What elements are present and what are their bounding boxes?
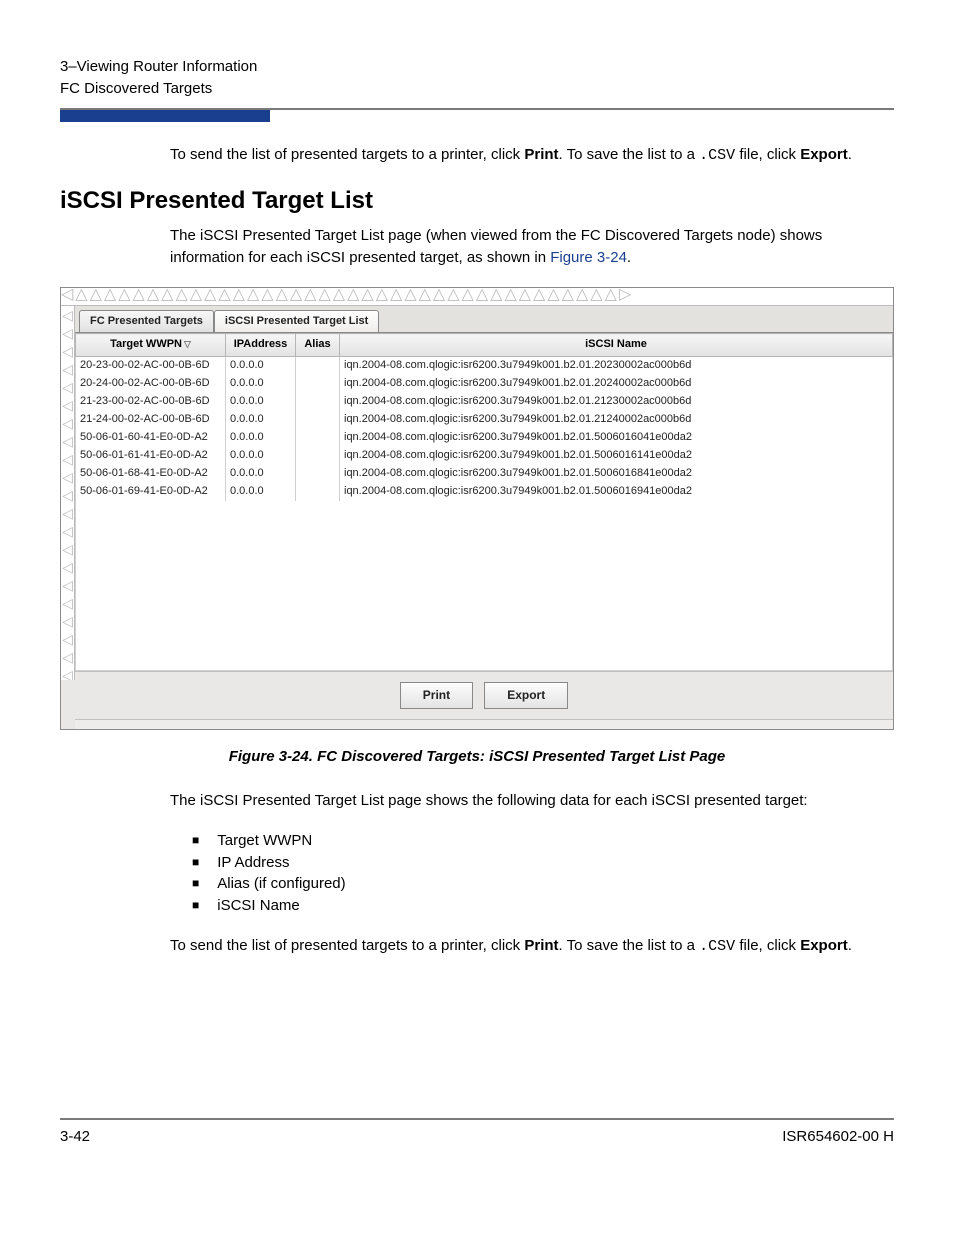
table-row[interactable]: 20-23-00-02-AC-00-0B-6D0.0.0.0 iqn.2004-0… xyxy=(76,357,893,375)
tab-iscsi-presented-target-list[interactable]: iSCSI Presented Target List xyxy=(214,310,379,333)
cell-ip: 0.0.0.0 xyxy=(226,447,296,465)
cell-ip: 0.0.0.0 xyxy=(226,465,296,483)
cell-iscsi: iqn.2004-08.com.qlogic:isr6200.3u7949k00… xyxy=(340,375,893,393)
col-header-ip[interactable]: IPAddress xyxy=(226,334,296,357)
table-blank-area xyxy=(75,501,893,671)
cell-alias xyxy=(296,447,340,465)
cell-ip: 0.0.0.0 xyxy=(226,375,296,393)
section-title: iSCSI Presented Target List xyxy=(60,184,894,219)
sort-desc-icon: ▽ xyxy=(184,339,191,349)
cell-ip: 0.0.0.0 xyxy=(226,483,296,501)
cell-ip: 0.0.0.0 xyxy=(226,393,296,411)
cell-wwpn: 50-06-01-61-41-E0-0D-A2 xyxy=(76,447,226,465)
blue-accent-bar xyxy=(60,110,270,122)
cell-wwpn: 20-24-00-02-AC-00-0B-6D xyxy=(76,375,226,393)
header-line-2: FC Discovered Targets xyxy=(60,78,894,100)
cell-wwpn: 50-06-01-68-41-E0-0D-A2 xyxy=(76,465,226,483)
cell-ip: 0.0.0.0 xyxy=(226,411,296,429)
list-item: Alias (if configured) xyxy=(192,873,884,895)
table-row[interactable]: 21-23-00-02-AC-00-0B-6D0.0.0.0 iqn.2004-0… xyxy=(76,393,893,411)
list-item: IP Address xyxy=(192,852,884,874)
table-row[interactable]: 50-06-01-61-41-E0-0D-A20.0.0.0 iqn.2004-0… xyxy=(76,447,893,465)
target-table: Target WWPN▽ IPAddress Alias iSCSI Name … xyxy=(75,333,893,500)
cell-wwpn: 50-06-01-69-41-E0-0D-A2 xyxy=(76,483,226,501)
export-button[interactable]: Export xyxy=(484,682,568,709)
cell-alias xyxy=(296,357,340,375)
figure-caption: Figure 3-24. FC Discovered Targets: iSCS… xyxy=(60,746,894,768)
intro-paragraph: To send the list of presented targets to… xyxy=(170,144,884,167)
list-item: Target WWPN xyxy=(192,830,884,852)
figure-link[interactable]: Figure 3-24 xyxy=(550,249,627,266)
table-row[interactable]: 50-06-01-68-41-E0-0D-A20.0.0.0 iqn.2004-0… xyxy=(76,465,893,483)
cell-alias xyxy=(296,465,340,483)
cell-alias xyxy=(296,411,340,429)
after-figure-paragraph: The iSCSI Presented Target List page sho… xyxy=(170,790,884,812)
col-header-wwpn[interactable]: Target WWPN▽ xyxy=(76,334,226,357)
table-row[interactable]: 20-24-00-02-AC-00-0B-6D0.0.0.0 iqn.2004-0… xyxy=(76,375,893,393)
torn-edge-left: ◁◁◁◁◁◁◁◁◁◁◁◁◁◁◁◁◁◁◁◁◁ xyxy=(61,306,75,680)
footer-page-number: 3-42 xyxy=(60,1126,90,1148)
col-header-alias[interactable]: Alias xyxy=(296,334,340,357)
cell-iscsi: iqn.2004-08.com.qlogic:isr6200.3u7949k00… xyxy=(340,447,893,465)
print-button[interactable]: Print xyxy=(400,682,473,709)
cell-iscsi: iqn.2004-08.com.qlogic:isr6200.3u7949k00… xyxy=(340,393,893,411)
list-item: iSCSI Name xyxy=(192,895,884,917)
tab-fc-presented-targets[interactable]: FC Presented Targets xyxy=(79,310,214,333)
table-row[interactable]: 21-24-00-02-AC-00-0B-6D0.0.0.0 iqn.2004-0… xyxy=(76,411,893,429)
button-row: Print Export xyxy=(75,671,893,719)
cell-alias xyxy=(296,429,340,447)
cell-iscsi: iqn.2004-08.com.qlogic:isr6200.3u7949k00… xyxy=(340,411,893,429)
cell-ip: 0.0.0.0 xyxy=(226,357,296,375)
cell-ip: 0.0.0.0 xyxy=(226,429,296,447)
cell-alias xyxy=(296,393,340,411)
cell-wwpn: 20-23-00-02-AC-00-0B-6D xyxy=(76,357,226,375)
outro-paragraph: To send the list of presented targets to… xyxy=(170,935,884,958)
footer-doc-id: ISR654602-00 H xyxy=(782,1126,894,1148)
header-line-1: 3–Viewing Router Information xyxy=(60,56,894,78)
figure-screenshot: ◁△△△△△△△△△△△△△△△△△△△△△△△△△△△△△△△△△△△△△△▷… xyxy=(60,287,894,731)
col-header-iscsi[interactable]: iSCSI Name xyxy=(340,334,893,357)
page-footer: 3-42 ISR654602-00 H xyxy=(60,1118,894,1148)
page-header: 3–Viewing Router Information FC Discover… xyxy=(60,56,894,100)
status-strip xyxy=(75,719,893,729)
cell-iscsi: iqn.2004-08.com.qlogic:isr6200.3u7949k00… xyxy=(340,429,893,447)
cell-alias xyxy=(296,483,340,501)
cell-wwpn: 21-24-00-02-AC-00-0B-6D xyxy=(76,411,226,429)
section-intro-paragraph: The iSCSI Presented Target List page (wh… xyxy=(170,225,884,269)
tab-bar: FC Presented Targets iSCSI Presented Tar… xyxy=(75,306,893,333)
cell-iscsi: iqn.2004-08.com.qlogic:isr6200.3u7949k00… xyxy=(340,483,893,501)
table-row[interactable]: 50-06-01-60-41-E0-0D-A20.0.0.0 iqn.2004-0… xyxy=(76,429,893,447)
cell-wwpn: 50-06-01-60-41-E0-0D-A2 xyxy=(76,429,226,447)
cell-iscsi: iqn.2004-08.com.qlogic:isr6200.3u7949k00… xyxy=(340,465,893,483)
cell-alias xyxy=(296,375,340,393)
torn-edge-top: ◁△△△△△△△△△△△△△△△△△△△△△△△△△△△△△△△△△△△△△△▷ xyxy=(61,288,893,306)
target-table-container: Target WWPN▽ IPAddress Alias iSCSI Name … xyxy=(75,332,893,670)
bullet-list: Target WWPNIP AddressAlias (if configure… xyxy=(192,830,884,917)
cell-wwpn: 21-23-00-02-AC-00-0B-6D xyxy=(76,393,226,411)
table-row[interactable]: 50-06-01-69-41-E0-0D-A20.0.0.0 iqn.2004-0… xyxy=(76,483,893,501)
cell-iscsi: iqn.2004-08.com.qlogic:isr6200.3u7949k00… xyxy=(340,357,893,375)
